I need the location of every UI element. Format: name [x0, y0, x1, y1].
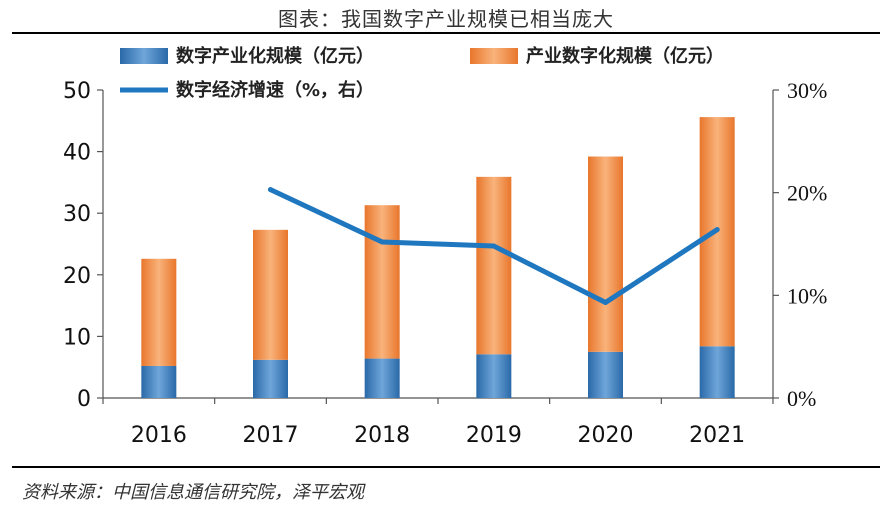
y-right-tick-label: 20% [787, 181, 827, 206]
legend-label-digital-industrialization: 数字产业化规模（亿元） [176, 45, 374, 67]
growth-rate-point [714, 227, 720, 233]
y-left-tick-label: 30 [63, 202, 91, 227]
x-tick-label: 2017 [243, 423, 299, 448]
y-right-tick-label: 0% [787, 386, 816, 411]
growth-rate-point [603, 300, 608, 306]
bar-industrial-digitization [364, 205, 400, 359]
y-right-tick-label: 30% [787, 78, 827, 103]
growth-rate-point [379, 239, 385, 245]
chart-title: 图表：我国数字产业规模已相当庞大 [278, 7, 614, 31]
legend-label-growth-rate: 数字经济增速（%，右） [176, 79, 374, 101]
y-right-tick-label: 10% [787, 283, 827, 308]
source-note: 资料来源：中国信息通信研究院，泽平宏观 [22, 482, 364, 503]
legend-label-industrial-digitization: 产业数字化规模（亿元） [526, 45, 724, 67]
bar-digital-industrialization [699, 346, 735, 398]
bar-digital-industrialization [476, 354, 512, 398]
x-tick-label: 2018 [354, 423, 410, 448]
top-rule [12, 32, 880, 34]
y-left-tick-label: 10 [63, 325, 91, 350]
y-left-tick-label: 40 [63, 141, 91, 166]
legend-swatch-digital-industrialization [120, 48, 168, 64]
growth-rate-point [491, 243, 497, 249]
bar-digital-industrialization [588, 351, 623, 398]
x-tick-label: 2016 [131, 423, 187, 448]
bar-industrial-digitization [476, 176, 512, 355]
bar-digital-industrialization [141, 365, 177, 398]
legend-swatch-industrial-digitization [470, 48, 518, 64]
x-tick-label: 2019 [466, 423, 522, 448]
chart-canvas: 数字产业化规模（亿元） 产业数字化规模（亿元） 数字经济增速（%，右） 0 10 2… [63, 45, 827, 448]
bar-digital-industrialization [253, 359, 288, 398]
growth-rate-point [268, 187, 273, 193]
x-tick-label: 2021 [689, 423, 745, 448]
bar-digital-industrialization [364, 358, 400, 398]
bar-industrial-digitization [588, 156, 623, 352]
y-left-tick-label: 20 [63, 264, 91, 289]
bottom-rule [12, 466, 880, 468]
legend: 数字产业化规模（亿元） 产业数字化规模（亿元） 数字经济增速（%，右） [120, 45, 724, 101]
x-tick-label: 2020 [578, 423, 634, 448]
y-left-tick-label: 50 [63, 79, 91, 104]
bar-industrial-digitization [253, 229, 288, 360]
bar-industrial-digitization [141, 258, 177, 366]
y-left-tick-label: 0 [77, 387, 91, 412]
